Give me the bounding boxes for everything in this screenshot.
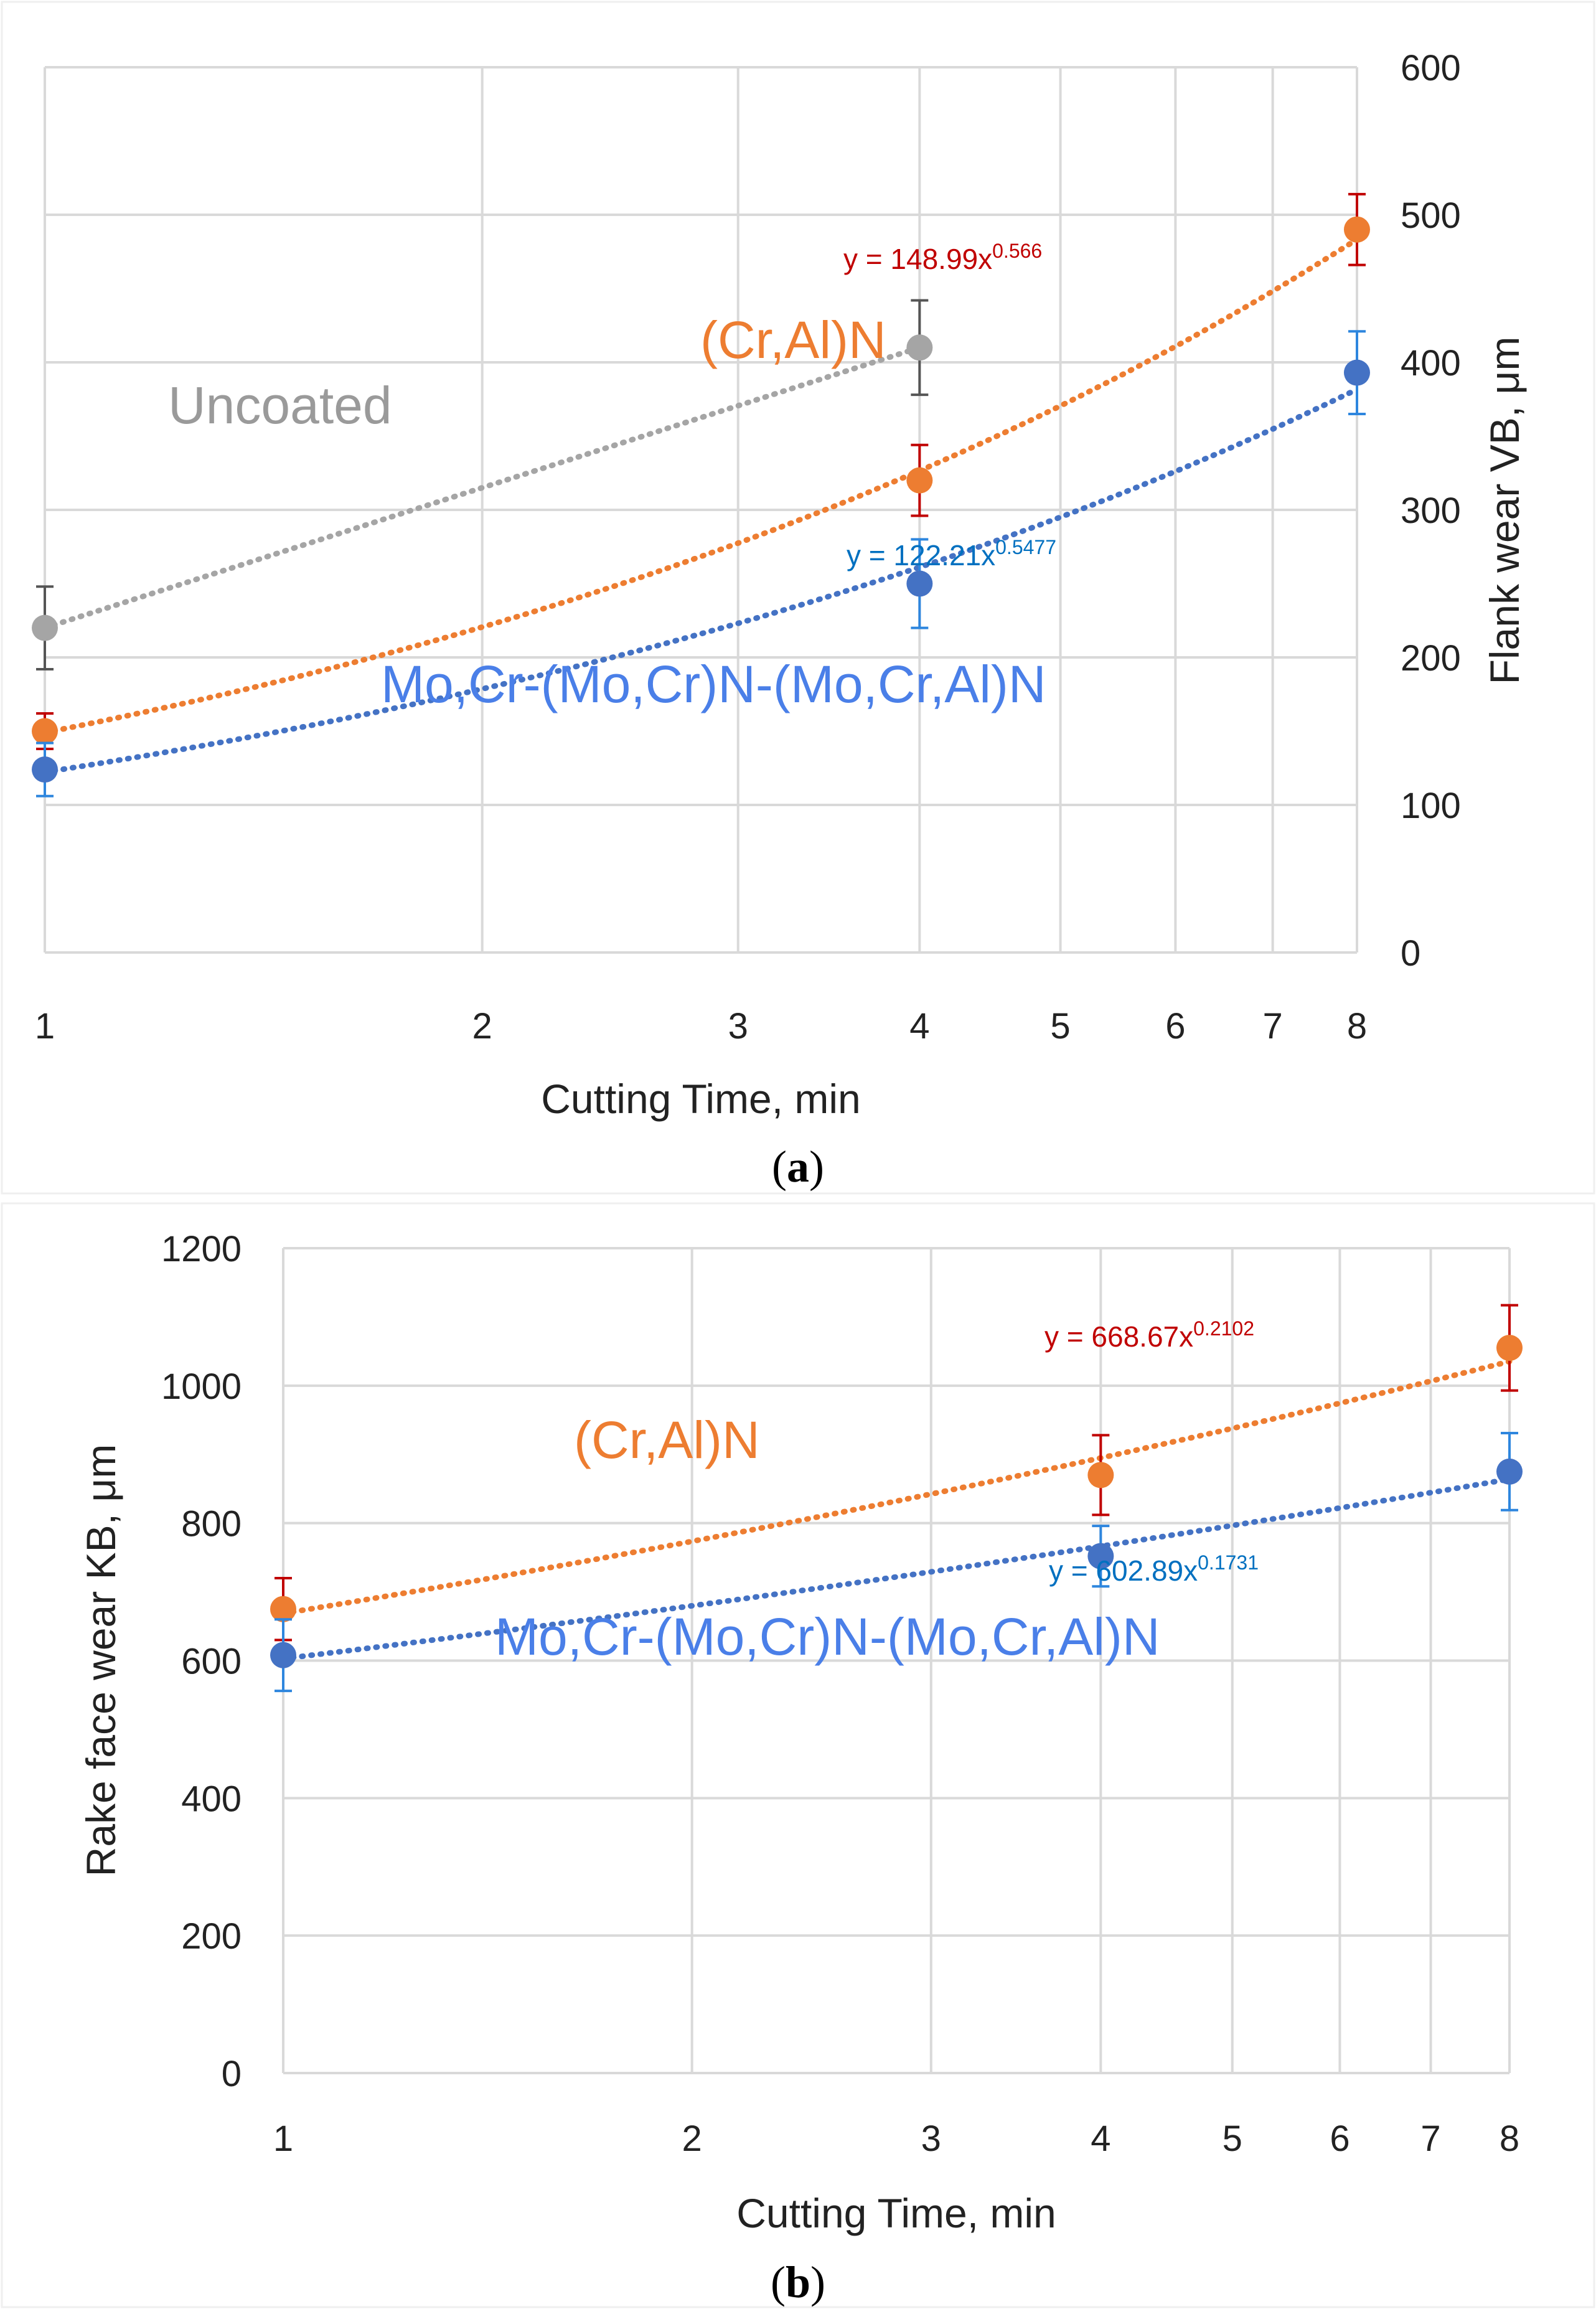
trend-equation: y = 148.99x0.566	[843, 240, 1042, 275]
y-axis-title: Flank wear VB, μm	[1481, 337, 1528, 685]
trendline	[42, 386, 1360, 775]
trendline	[42, 344, 922, 631]
x-tick-label: 2	[682, 2119, 702, 2159]
x-axis-title: Cutting Time, min	[736, 2190, 1056, 2236]
series-label: Mo,Cr-(Mo,Cr)N-(Mo,Cr,Al)N	[495, 1607, 1160, 1666]
trend-equation: y = 668.67x0.2102	[1044, 1317, 1254, 1353]
x-tick-label: 4	[909, 1006, 929, 1046]
y-tick-label: 1200	[161, 1229, 242, 1269]
data-point	[32, 756, 58, 783]
x-tick-label: 7	[1420, 2119, 1440, 2159]
data-point	[1087, 1462, 1114, 1488]
data-point	[32, 718, 58, 745]
equation-base: y = 668.67x	[1044, 1320, 1193, 1353]
y-tick-label: 200	[181, 1916, 242, 1957]
equation-base: y = 122.21x	[847, 539, 995, 571]
caption-close: )	[810, 2257, 825, 2307]
figure-caption: (a)	[772, 1142, 824, 1192]
figure-caption: (b)	[771, 2257, 825, 2307]
x-tick-label: 3	[921, 2119, 941, 2159]
trendline	[280, 1358, 1513, 1617]
y-tick-label: 300	[1401, 491, 1461, 531]
y-tick-label: 400	[181, 1779, 242, 1819]
data-point	[270, 1642, 296, 1668]
y-tick-label: 0	[222, 2054, 242, 2094]
caption-open: (	[771, 2257, 786, 2307]
x-tick-label: 6	[1330, 2119, 1350, 2159]
equation-exponent: 0.5477	[995, 536, 1056, 558]
data-point	[906, 467, 933, 494]
trendline	[280, 1476, 1513, 1662]
caption-open: (	[772, 1142, 787, 1192]
chart-frame	[1, 1, 1595, 1195]
y-tick-label: 600	[181, 1642, 242, 1682]
y-axis-title: Rake face wear KB, μm	[78, 1444, 124, 1877]
data-point	[906, 570, 933, 597]
x-tick-label: 4	[1091, 2119, 1110, 2159]
x-tick-label: 1	[35, 1006, 55, 1046]
y-tick-label: 400	[1401, 343, 1461, 383]
x-tick-label: 1	[273, 2119, 293, 2159]
equation-exponent: 0.2102	[1193, 1317, 1254, 1340]
data-point	[906, 334, 933, 361]
data-point	[270, 1596, 296, 1622]
series-label: (Cr,Al)N	[700, 311, 886, 369]
x-tick-label: 8	[1347, 1006, 1367, 1046]
x-tick-label: 3	[728, 1006, 748, 1046]
equation-exponent: 0.1731	[1198, 1551, 1259, 1574]
x-tick-label: 5	[1050, 1006, 1070, 1046]
x-tick-label: 6	[1165, 1006, 1185, 1046]
y-tick-label: 0	[1401, 933, 1420, 974]
chart-frame	[1, 1202, 1595, 2308]
trendline	[42, 236, 1360, 736]
equation-base: y = 148.99x	[843, 243, 992, 275]
series-label: Uncoated	[168, 376, 392, 435]
y-tick-label: 100	[1401, 786, 1461, 826]
y-tick-label: 800	[181, 1504, 242, 1545]
equation-exponent: 0.566	[992, 240, 1042, 262]
data-point	[32, 614, 58, 641]
data-point	[1344, 216, 1370, 243]
data-point	[1496, 1335, 1523, 1361]
caption-close: )	[809, 1142, 824, 1192]
caption-letter: a	[787, 1142, 809, 1192]
series-label: (Cr,Al)N	[574, 1411, 760, 1469]
y-tick-label: 600	[1401, 48, 1461, 88]
trend-equation: y = 602.89x0.1731	[1049, 1551, 1259, 1587]
data-point	[1496, 1458, 1523, 1485]
equation-base: y = 602.89x	[1049, 1554, 1198, 1587]
y-tick-label: 1000	[161, 1366, 242, 1407]
chart-b: 1 2 3 4 5 6 7 8 0 200 400 600 800 1000 1200 Cutting Tim…	[1, 1202, 1595, 2308]
data-point	[1344, 359, 1370, 386]
trend-equation: y = 122.21x0.5477	[847, 536, 1056, 571]
y-tick-label: 500	[1401, 195, 1461, 236]
x-tick-label: 8	[1500, 2119, 1519, 2159]
x-axis-title: Cutting Time, min	[541, 1076, 861, 1122]
x-tick-label: 7	[1263, 1006, 1283, 1046]
x-tick-label: 2	[472, 1006, 492, 1046]
y-tick-label: 200	[1401, 638, 1461, 679]
data-point	[1087, 1543, 1114, 1569]
caption-letter: b	[786, 2257, 810, 2307]
x-tick-label: 5	[1223, 2119, 1242, 2159]
chart-a: 1 2 3 4 5 6 7 80 100 200 300 400 500 600 Cutting Time,…	[1, 1, 1595, 1195]
series-label: Mo,Cr-(Mo,Cr)N-(Mo,Cr,Al)N	[381, 655, 1046, 713]
